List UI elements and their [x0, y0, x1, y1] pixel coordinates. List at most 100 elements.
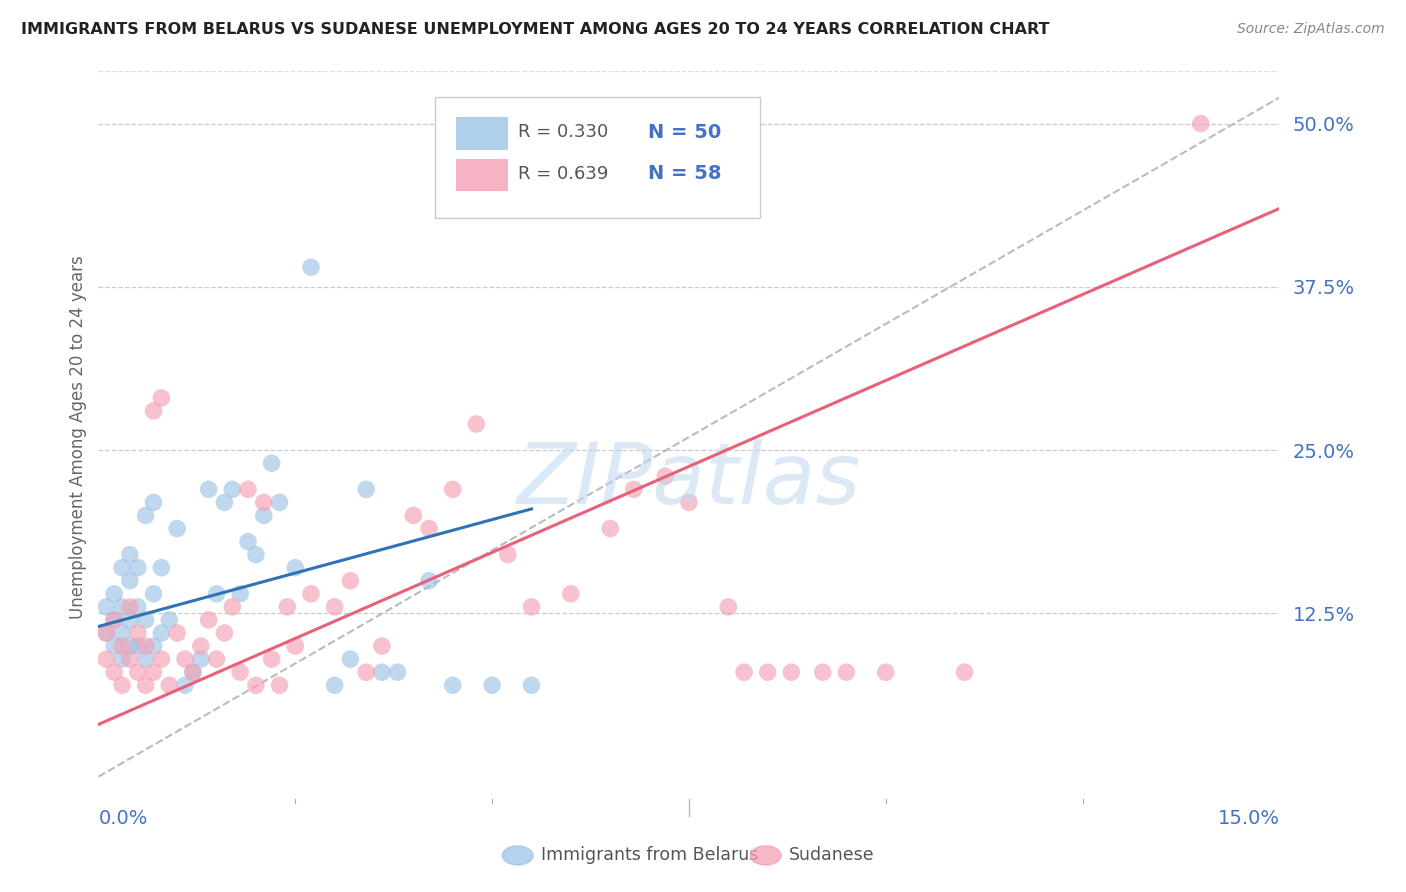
- Point: [103, 587, 125, 601]
- Point: [135, 639, 157, 653]
- Point: [142, 587, 165, 601]
- Point: [560, 587, 582, 601]
- Point: [221, 483, 243, 497]
- Point: [127, 599, 149, 614]
- Point: [299, 260, 322, 275]
- Point: [229, 665, 252, 680]
- Point: [103, 665, 125, 680]
- Point: [229, 587, 252, 601]
- Text: N = 58: N = 58: [648, 164, 721, 183]
- Point: [150, 652, 173, 666]
- Point: [323, 599, 346, 614]
- Point: [205, 587, 228, 601]
- Point: [118, 613, 141, 627]
- Point: [496, 548, 519, 562]
- Point: [717, 599, 740, 614]
- Circle shape: [751, 846, 782, 865]
- Point: [465, 417, 488, 431]
- Point: [953, 665, 976, 680]
- Point: [1189, 117, 1212, 131]
- Point: [780, 665, 803, 680]
- Point: [402, 508, 425, 523]
- Point: [481, 678, 503, 692]
- Point: [111, 599, 134, 614]
- Point: [387, 665, 409, 680]
- Point: [284, 639, 307, 653]
- Point: [875, 665, 897, 680]
- Point: [142, 404, 165, 418]
- Point: [118, 548, 141, 562]
- Text: N = 50: N = 50: [648, 122, 721, 142]
- Circle shape: [502, 846, 533, 865]
- Point: [654, 469, 676, 483]
- Point: [299, 587, 322, 601]
- Point: [276, 599, 298, 614]
- Point: [96, 626, 118, 640]
- Point: [214, 495, 236, 509]
- Text: Source: ZipAtlas.com: Source: ZipAtlas.com: [1237, 22, 1385, 37]
- Point: [111, 560, 134, 574]
- Point: [174, 652, 197, 666]
- Point: [623, 483, 645, 497]
- Point: [127, 639, 149, 653]
- Text: IMMIGRANTS FROM BELARUS VS SUDANESE UNEMPLOYMENT AMONG AGES 20 TO 24 YEARS CORRE: IMMIGRANTS FROM BELARUS VS SUDANESE UNEM…: [21, 22, 1050, 37]
- Point: [135, 508, 157, 523]
- Point: [142, 665, 165, 680]
- Point: [150, 626, 173, 640]
- Point: [260, 456, 283, 470]
- Point: [197, 613, 219, 627]
- Point: [96, 599, 118, 614]
- Point: [150, 560, 173, 574]
- Point: [371, 639, 394, 653]
- Point: [205, 652, 228, 666]
- Point: [323, 678, 346, 692]
- Point: [150, 391, 173, 405]
- Point: [371, 665, 394, 680]
- Point: [214, 626, 236, 640]
- Y-axis label: Unemployment Among Ages 20 to 24 years: Unemployment Among Ages 20 to 24 years: [69, 255, 87, 619]
- Text: 0.0%: 0.0%: [98, 809, 148, 829]
- FancyBboxPatch shape: [457, 159, 508, 191]
- Point: [190, 639, 212, 653]
- Point: [245, 548, 267, 562]
- Point: [354, 483, 377, 497]
- Point: [174, 678, 197, 692]
- Point: [520, 599, 543, 614]
- Point: [441, 678, 464, 692]
- Point: [269, 495, 291, 509]
- Point: [339, 574, 361, 588]
- Point: [118, 574, 141, 588]
- Text: Sudanese: Sudanese: [789, 847, 875, 864]
- Point: [221, 599, 243, 614]
- Point: [96, 652, 118, 666]
- Point: [111, 639, 134, 653]
- Point: [253, 495, 276, 509]
- Point: [118, 599, 141, 614]
- Point: [118, 639, 141, 653]
- FancyBboxPatch shape: [434, 97, 759, 218]
- Point: [811, 665, 834, 680]
- Point: [236, 534, 259, 549]
- Point: [599, 521, 621, 535]
- Point: [245, 678, 267, 692]
- Point: [835, 665, 858, 680]
- Point: [269, 678, 291, 692]
- Point: [166, 521, 188, 535]
- FancyBboxPatch shape: [457, 118, 508, 150]
- Point: [418, 521, 440, 535]
- Point: [236, 483, 259, 497]
- Point: [157, 678, 180, 692]
- Point: [111, 678, 134, 692]
- Point: [520, 678, 543, 692]
- Point: [181, 665, 204, 680]
- Point: [253, 508, 276, 523]
- Point: [197, 483, 219, 497]
- Point: [103, 613, 125, 627]
- Point: [111, 652, 134, 666]
- Point: [339, 652, 361, 666]
- Text: R = 0.330: R = 0.330: [517, 123, 607, 141]
- Point: [103, 639, 125, 653]
- Point: [96, 626, 118, 640]
- Point: [103, 613, 125, 627]
- Point: [135, 613, 157, 627]
